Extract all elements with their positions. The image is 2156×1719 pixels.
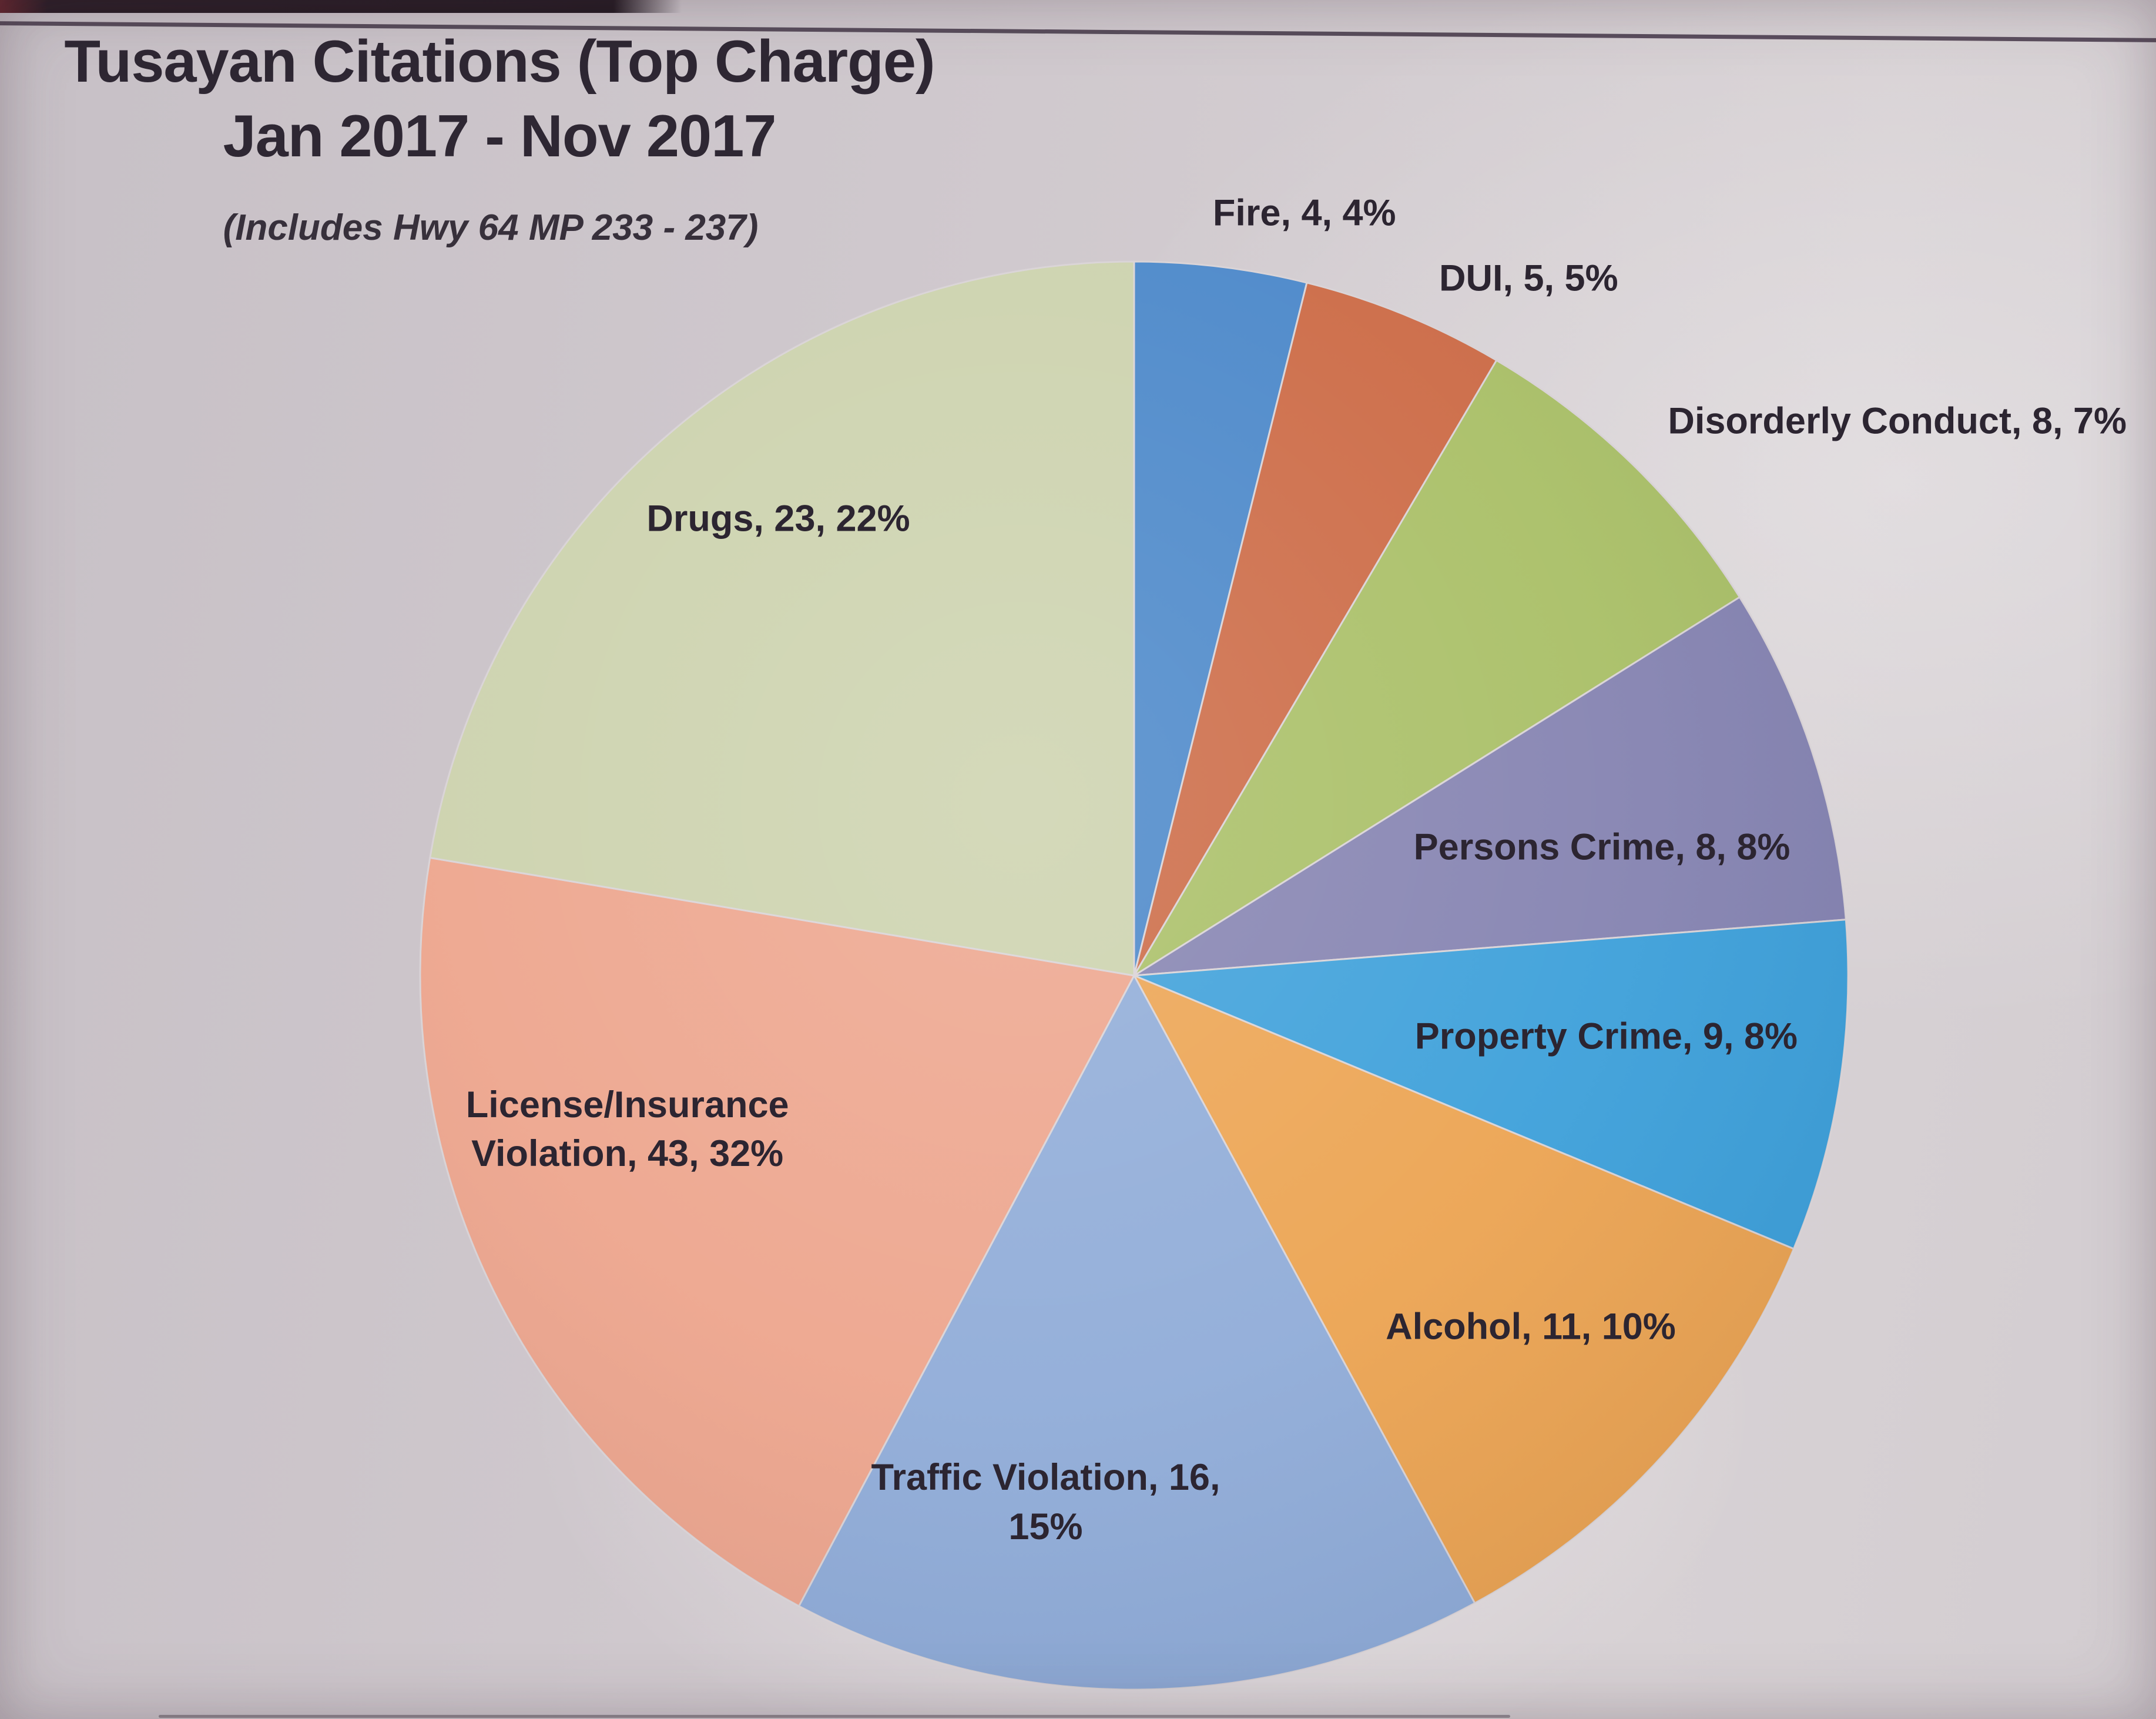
chart-title: Tusayan Citations (Top Charge) Jan 2017 … — [18, 25, 981, 175]
pie-label-alcohol: Alcohol, 11, 10% — [1386, 1303, 1676, 1352]
pie-label-text: Disorderly Conduct, 8, 7% — [1668, 400, 2127, 442]
photo-bottom-edge-shadow — [159, 1715, 1510, 1718]
chart-title-line2: Jan 2017 - Nov 2017 — [223, 103, 776, 170]
pie-label-text: Property Crime, 9, 8% — [1414, 1016, 1798, 1057]
pie-label-text: Violation, 43, 32% — [471, 1132, 784, 1174]
pie-label-text: 15% — [1008, 1506, 1083, 1547]
pie-label-dui: DUI, 5, 5% — [1439, 254, 1618, 303]
pie-label-fire: Fire, 4, 4% — [1213, 189, 1396, 237]
pie-label-disorderly-conduct: Disorderly Conduct, 8, 7% — [1668, 397, 2127, 445]
pie-label-property-crime: Property Crime, 9, 8% — [1415, 1012, 1798, 1061]
pie-label-text: Drugs, 23, 22% — [646, 498, 910, 540]
pie-label-text: Traffic Violation, 16, — [871, 1457, 1220, 1499]
pie-shading-overlay — [420, 262, 1848, 1690]
pie-label-text: License/Insurance — [465, 1084, 789, 1125]
photo-top-edge-shadow — [0, 0, 682, 13]
pie-label-drugs: Drugs, 23, 22% — [646, 495, 910, 544]
pie-label-text: DUI, 5, 5% — [1439, 257, 1618, 299]
pie-label-text: Alcohol, 11, 10% — [1386, 1306, 1676, 1348]
pie-label-traffic-violation: Traffic Violation, 16, 15% — [871, 1453, 1220, 1551]
chart-title-line1: Tusayan Citations (Top Charge) — [64, 29, 935, 95]
chart-subtitle: (Includes Hwy 64 MP 233 - 237) — [223, 207, 759, 248]
pie-label-text: Fire, 4, 4% — [1212, 192, 1396, 234]
pie-label-text: Persons Crime, 8, 8% — [1413, 826, 1790, 868]
pie-label-license-insurance-violation: License/Insurance Violation, 43, 32% — [466, 1081, 789, 1178]
pie-label-persons-crime: Persons Crime, 8, 8% — [1414, 823, 1790, 872]
